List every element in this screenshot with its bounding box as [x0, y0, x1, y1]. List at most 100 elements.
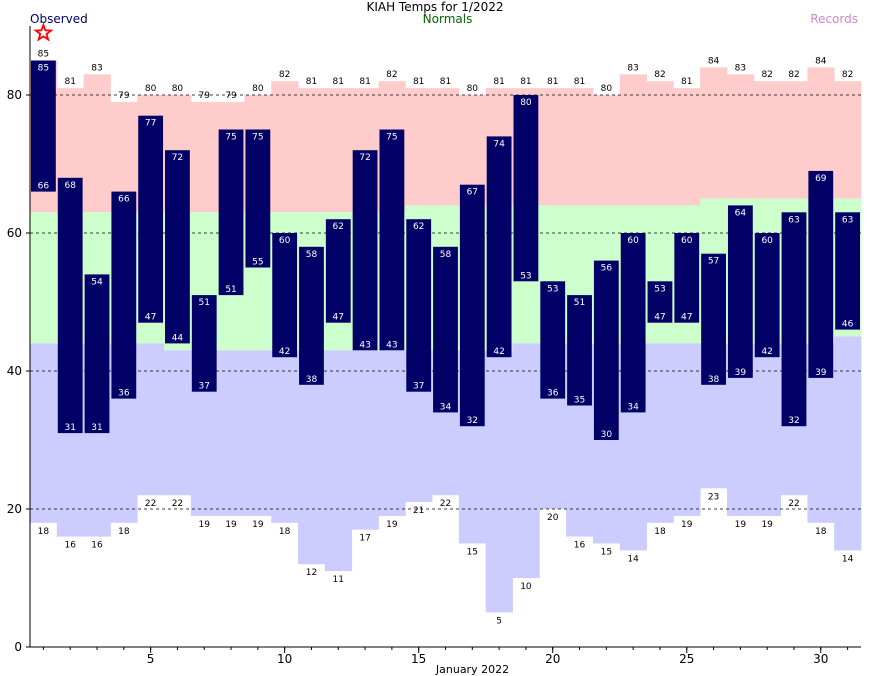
observed-high-label: 60 — [627, 236, 639, 246]
observed-low-label: 43 — [386, 340, 397, 350]
record-low-label: 18 — [279, 527, 291, 537]
record-low-label: 5 — [496, 617, 502, 627]
observed-high-label: 53 — [547, 284, 558, 294]
y-tick-label: 0 — [14, 640, 22, 654]
record-high-label: 82 — [761, 70, 772, 80]
record-high-label: 79 — [199, 91, 211, 101]
record-low-label: 10 — [520, 582, 532, 592]
record-low-label: 22 — [145, 499, 156, 509]
observed-bar — [31, 60, 56, 192]
record-low-band — [512, 343, 540, 578]
observed-bar — [620, 233, 646, 413]
record-high-label: 81 — [413, 77, 424, 87]
observed-bar — [647, 281, 673, 323]
observed-bar — [808, 170, 834, 378]
record-low-label: 19 — [225, 520, 237, 530]
observed-high-label: 53 — [654, 284, 665, 294]
record-low-band — [834, 336, 862, 551]
record-high-band — [700, 67, 728, 199]
record-high-band — [298, 88, 326, 213]
observed-bar — [459, 184, 485, 427]
record-high-band — [673, 88, 701, 206]
observed-low-label: 42 — [493, 347, 504, 357]
record-low-label: 14 — [627, 554, 639, 564]
record-high-label: 83 — [735, 63, 746, 73]
observed-bar — [379, 129, 405, 351]
observed-high-label: 69 — [815, 174, 827, 184]
observed-high-label: 64 — [735, 208, 747, 218]
record-low-band — [30, 343, 58, 523]
record-low-label: 19 — [252, 520, 264, 530]
record-low-label: 15 — [601, 548, 612, 558]
record-high-label: 81 — [574, 77, 585, 87]
observed-bar — [513, 95, 539, 282]
observed-low-label: 37 — [199, 382, 210, 392]
record-low-label: 22 — [172, 499, 183, 509]
observed-high-label: 57 — [708, 257, 719, 267]
record-high-label: 82 — [788, 70, 799, 80]
observed-bar — [727, 205, 753, 378]
record-low-label: 20 — [547, 513, 559, 523]
record-low-label: 16 — [64, 541, 76, 551]
observed-low-label: 37 — [413, 382, 424, 392]
record-low-label: 14 — [842, 554, 854, 564]
observed-low-label: 53 — [520, 271, 531, 281]
observed-high-label: 80 — [520, 98, 532, 108]
observed-low-label: 38 — [708, 375, 720, 385]
observed-bar — [165, 150, 190, 344]
observed-high-label: 75 — [225, 133, 236, 143]
record-low-band — [164, 350, 192, 496]
observed-high-label: 60 — [279, 236, 291, 246]
x-tick-label: 15 — [411, 652, 426, 666]
observed-low-label: 47 — [654, 313, 665, 323]
observed-low-label: 34 — [440, 402, 452, 412]
observed-high-label: 66 — [118, 195, 130, 205]
record-low-band — [217, 350, 245, 516]
observed-high-label: 54 — [91, 277, 103, 287]
observed-low-label: 51 — [225, 285, 236, 295]
observed-bar — [299, 246, 324, 385]
record-high-label: 82 — [386, 70, 397, 80]
record-low-label: 15 — [467, 548, 478, 558]
y-tick-label: 40 — [7, 364, 22, 378]
observed-bar — [138, 115, 164, 323]
observed-high-label: 60 — [681, 236, 693, 246]
record-low-label: 18 — [815, 527, 827, 537]
record-high-label: 81 — [681, 77, 692, 87]
record-low-label: 21 — [413, 506, 424, 516]
observed-low-label: 39 — [815, 368, 827, 378]
record-low-label: 18 — [38, 527, 50, 537]
record-low-label: 23 — [708, 492, 719, 502]
observed-bar — [674, 233, 700, 323]
record-high-label: 81 — [359, 77, 370, 87]
legend-normals: Normals — [422, 12, 473, 26]
record-high-band — [753, 81, 781, 199]
y-tick-label: 20 — [7, 502, 22, 516]
x-tick-label: 10 — [277, 652, 292, 666]
record-low-label: 11 — [333, 575, 344, 585]
record-low-label: 19 — [386, 520, 398, 530]
observed-bar — [84, 274, 110, 434]
observed-bar — [325, 219, 351, 323]
observed-low-label: 34 — [627, 402, 639, 412]
record-high-label: 80 — [252, 84, 264, 94]
observed-bar — [701, 253, 726, 385]
record-low-label: 22 — [440, 499, 451, 509]
observed-low-label: 35 — [574, 396, 585, 406]
record-low-label: 12 — [306, 568, 317, 578]
record-high-band — [780, 81, 808, 199]
record-low-label: 18 — [118, 527, 130, 537]
observed-bar — [57, 177, 83, 434]
record-high-band — [83, 74, 111, 213]
record-high-band — [592, 95, 621, 206]
observed-bar — [835, 212, 860, 330]
observed-bar — [593, 260, 619, 440]
observed-bar — [781, 212, 807, 427]
x-tick-label: 5 — [147, 652, 155, 666]
record-low-band — [244, 350, 272, 516]
record-low-label: 17 — [359, 534, 370, 544]
record-high-label: 83 — [627, 63, 638, 73]
observed-bar — [111, 191, 137, 399]
observed-high-label: 72 — [359, 153, 370, 163]
